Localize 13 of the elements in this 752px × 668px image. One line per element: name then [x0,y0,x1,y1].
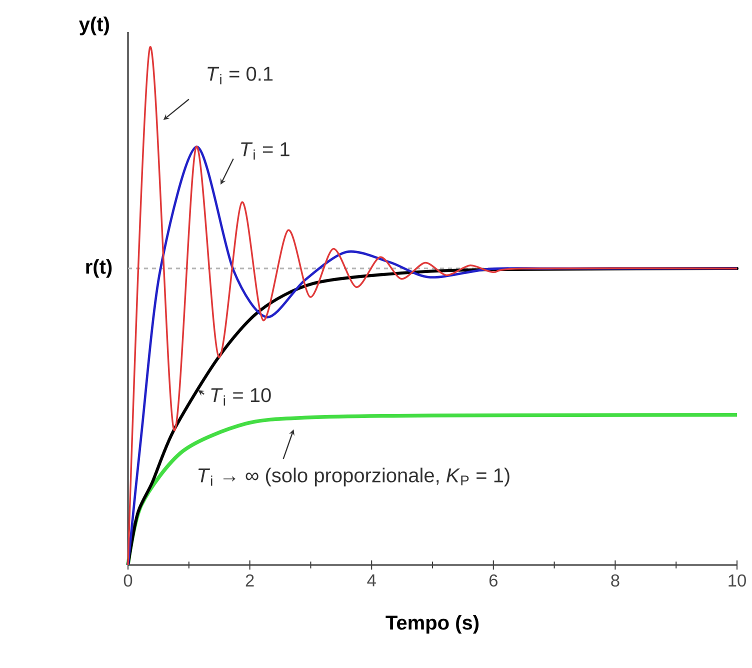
x-tick-label: 4 [367,574,376,586]
text: T$_{i}$ = 0.1 [208,66,273,84]
x-tick-label: 6 [489,574,498,587]
x-tick-label: 2 [246,574,254,586]
series-label: T$_{i}$ = 10 [211,388,271,406]
ref-line-label: r(t) [86,259,112,278]
y-axis-title: y(t) [79,16,109,36]
x-tick-label: 8 [611,574,620,587]
x-tick-label: 0 [124,574,132,587]
x-axis-title: Tempo (s) [386,615,479,634]
series-label: T$_{i}$ → ∞ (solo proporzionale, K$_{P}$ = 1) [198,468,510,486]
series-label: T$_{i}$ = 1 [241,142,290,160]
x-tick-label: 10 [728,574,746,587]
